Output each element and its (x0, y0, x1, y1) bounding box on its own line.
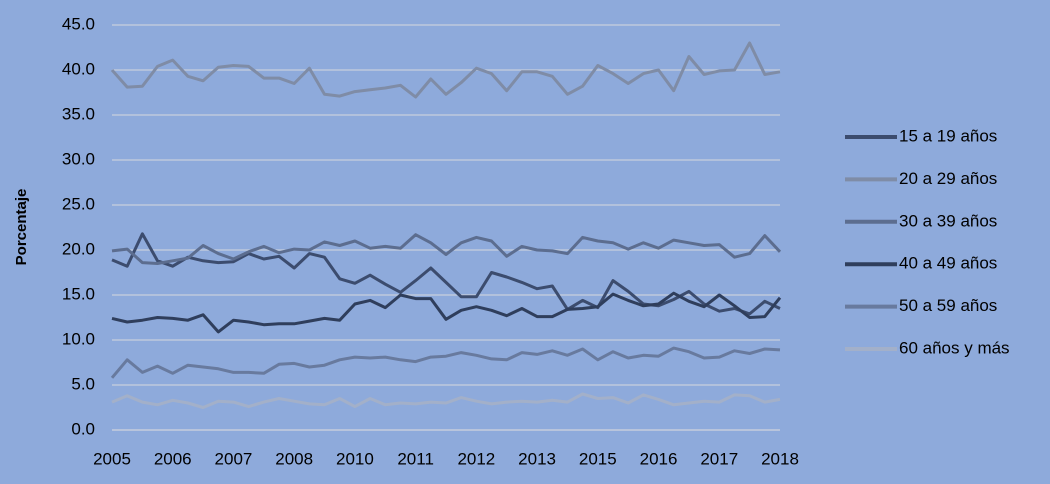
x-tick-label: 2016 (640, 449, 678, 468)
y-tick-label: 30.0 (62, 149, 95, 168)
x-tick-label: 2010 (336, 449, 374, 468)
legend-label: 15 a 19 años (899, 126, 997, 145)
y-tick-label: 35.0 (62, 104, 95, 123)
series-line (111, 233, 782, 265)
series-line (111, 392, 781, 409)
x-tick-label: 2017 (700, 449, 738, 468)
y-tick-label: 40.0 (62, 59, 95, 78)
x-tick-label: 2005 (93, 449, 131, 468)
x-tick-label: 2012 (457, 449, 495, 468)
series-line (111, 232, 781, 316)
y-axis-label: Porcentaje (13, 189, 30, 266)
y-tick-label: 0.0 (71, 419, 95, 438)
series-line (110, 41, 781, 99)
legend-label: 50 a 59 años (899, 296, 997, 315)
legend-label: 30 a 39 años (899, 211, 997, 230)
x-tick-label: 2007 (215, 449, 253, 468)
legend-label: 40 a 49 años (899, 254, 997, 273)
y-tick-label: 10.0 (62, 329, 95, 348)
y-tick-label: 45.0 (62, 14, 95, 33)
x-tick-label: 2015 (579, 449, 617, 468)
x-tick-label: 2018 (761, 449, 799, 468)
legend-label: 60 años y más (899, 338, 1010, 357)
x-tick-label: 2011 (397, 449, 434, 468)
x-tick-label: 2006 (154, 449, 192, 468)
y-tick-label: 5.0 (71, 374, 95, 393)
legend-label: 20 a 29 años (899, 169, 997, 188)
series-line (110, 346, 781, 379)
y-tick-label: 15.0 (62, 284, 95, 303)
series-line (111, 291, 782, 334)
x-tick-label: 2008 (275, 449, 313, 468)
x-tick-label: 2013 (518, 449, 556, 468)
y-tick-label: 25.0 (62, 194, 95, 213)
y-tick-label: 20.0 (62, 239, 95, 258)
